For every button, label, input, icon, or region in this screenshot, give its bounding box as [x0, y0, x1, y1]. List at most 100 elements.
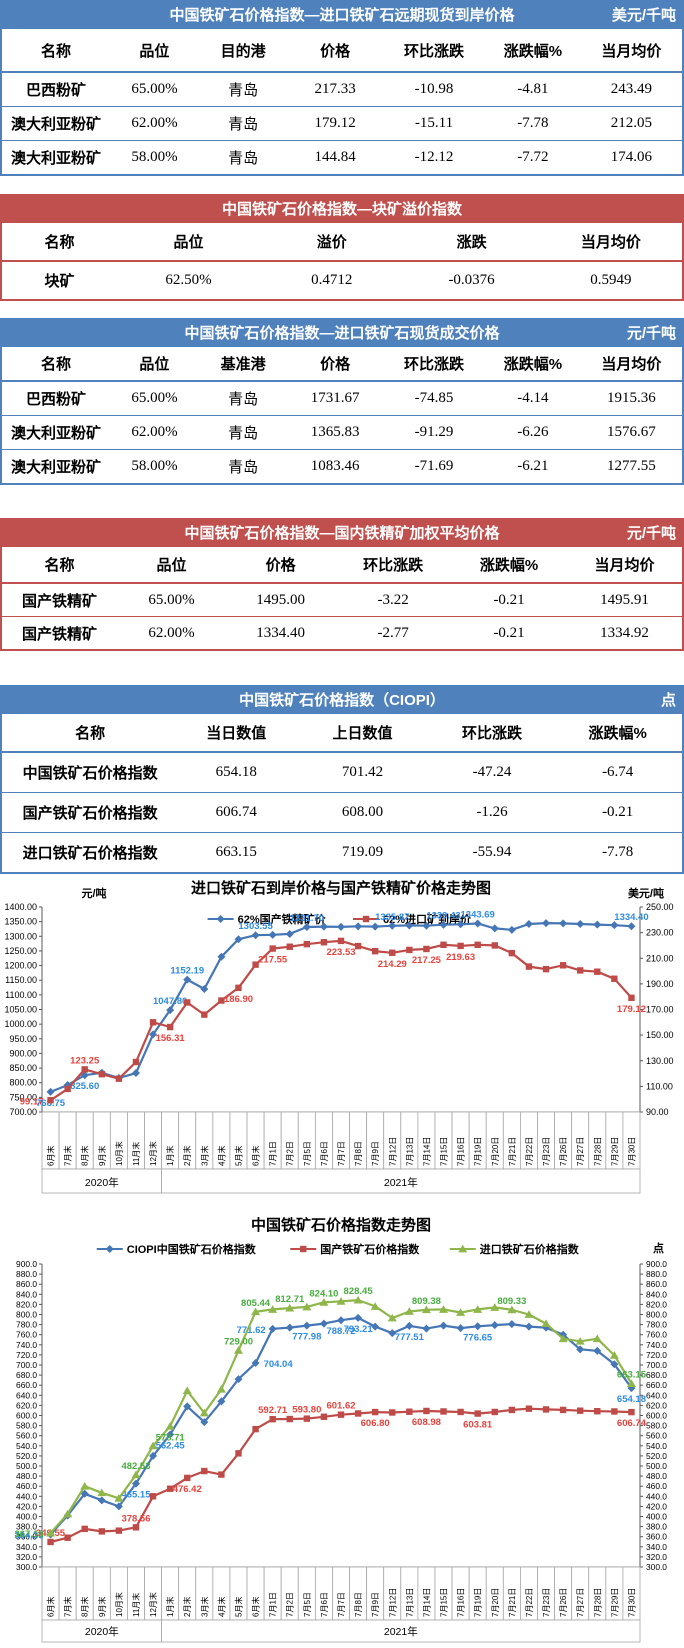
right-axis-tick: 500.0: [646, 1461, 667, 1471]
x-axis-category: 12月末: [148, 1141, 158, 1166]
data-table: 名称 品位 目的港 价格 环比涨跌 涨跌幅% 当月均价 巴西粉矿 65.00% 青岛 217.33 -…: [0, 29, 684, 176]
right-axis-tick: 560.0: [646, 1431, 667, 1441]
left-axis-tick: 1400.00: [4, 902, 37, 912]
x-axis-category: 7月22日: [525, 1137, 534, 1166]
left-axis-tick: 340.0: [16, 1542, 37, 1552]
x-axis-category: 7月28日: [593, 1137, 602, 1166]
data-label: 578.71: [156, 1432, 186, 1443]
column-header: 品位: [139, 42, 170, 60]
value-cell: -7.78: [517, 115, 549, 131]
left-axis-tick: 900.0: [16, 1259, 37, 1269]
left-axis-tick: 540.0: [16, 1441, 37, 1451]
data-label: 99.17: [20, 1096, 44, 1107]
data-label: 777.51: [395, 1332, 425, 1343]
left-axis-tick: 560.0: [16, 1431, 37, 1441]
value-cell: 青岛: [228, 426, 259, 442]
x-axis-category: 7月5日: [303, 1592, 312, 1617]
x-axis-category: 7月6日: [320, 1592, 329, 1617]
left-axis-tick: 880.0: [16, 1269, 37, 1279]
x-axis-category: 7月末: [63, 1597, 73, 1617]
x-axis-category: 7月2日: [286, 1592, 295, 1617]
year-group-label: 2021年: [384, 1625, 418, 1638]
data-table: 名称 品位 溢价 涨跌 当月均价 块矿 62.50% 0.4712 -0.0376 0.5949: [0, 223, 684, 301]
data-label: 179.12: [617, 1004, 646, 1015]
column-header: 当月均价: [601, 356, 662, 373]
column-header: 品位: [173, 234, 204, 251]
table-row: 澳大利亚粉矿 58.00% 青岛 1083.46 -71.69 -6.21 1277.55: [1, 450, 683, 485]
left-axis-tick: 600.0: [16, 1411, 37, 1421]
left-axis-tick: 640.0: [16, 1390, 37, 1400]
x-axis-category: 4月末: [216, 1146, 226, 1166]
x-axis-category: 7月26日: [559, 1588, 568, 1617]
column-header: 目的港: [220, 42, 266, 60]
left-axis-tick: 460.0: [16, 1481, 37, 1491]
data-label: 654.18: [617, 1394, 646, 1405]
right-axis-tick: 780.0: [646, 1320, 667, 1330]
data-label: 1047.80: [153, 996, 187, 1007]
column-header: 价格: [320, 356, 351, 373]
left-axis-tick: 780.0: [16, 1320, 37, 1330]
x-axis-category: 7月7日: [337, 1141, 346, 1166]
data-label: 1334.40: [614, 912, 648, 923]
value-cell: 58.00%: [131, 149, 178, 165]
right-axis-tick: 820.0: [646, 1299, 667, 1309]
x-axis-category: 7月9日: [371, 1141, 380, 1166]
x-axis-category: 7月27日: [576, 1137, 585, 1166]
column-header: 环比涨跌: [363, 557, 424, 574]
right-axis-tick: 720.0: [646, 1350, 667, 1360]
left-axis-tick: 1350.00: [4, 917, 37, 927]
data-label: 378.56: [121, 1513, 150, 1524]
x-axis-category: 5月末: [233, 1146, 243, 1166]
x-axis-category: 7月1日: [269, 1141, 278, 1166]
table-unit-label: 元/千吨: [626, 525, 676, 542]
left-axis-tick: 480.0: [16, 1471, 37, 1481]
column-header: 基准港: [220, 356, 266, 373]
chart-import-vs-domestic-price: 进口铁矿石到岸价格与国产铁精矿价格走势图 元/吨 美元/吨 62%国产铁精矿价 62%进…: [0, 877, 684, 1212]
table-title-bar: 中国铁矿石价格指数—国内铁精矿加权平均价格 元/千吨: [0, 518, 684, 547]
data-label: 603.81: [463, 1420, 493, 1431]
value-cell: 0.4712: [311, 272, 353, 288]
left-axis-tick: 1050.00: [4, 1005, 37, 1015]
right-axis-tick: 460.0: [646, 1481, 667, 1491]
right-axis-tick: 740.0: [646, 1340, 667, 1350]
right-axis-tick: 800.0: [646, 1310, 667, 1320]
column-header: 上日数值: [332, 725, 393, 742]
data-label: 729.00: [224, 1336, 253, 1347]
value-cell: -7.72: [517, 149, 549, 165]
table-title-bar: 中国铁矿石价格指数（CIOPI） 点: [0, 685, 684, 714]
x-axis-category: 7月15日: [440, 1137, 449, 1166]
left-axis-tick: 1300.00: [4, 931, 37, 941]
value-cell: 1083.46: [310, 458, 360, 474]
legend-label: CIOPI中国铁矿石价格指数: [127, 1242, 257, 1256]
left-axis-tick: 1250.00: [4, 946, 37, 956]
x-axis-category: 7月28日: [593, 1588, 602, 1617]
x-axis-category: 8月末: [80, 1597, 90, 1617]
data-label: 217.55: [258, 955, 288, 966]
left-axis-tick: 440.0: [16, 1491, 37, 1501]
left-axis-tick: 840.0: [16, 1289, 37, 1299]
left-axis-tick: 850.00: [9, 1063, 37, 1073]
x-axis-category: 7月29日: [610, 1588, 619, 1617]
x-axis-category: 7月13日: [405, 1137, 414, 1166]
column-header: 涨跌: [456, 234, 487, 251]
left-axis-tick: 420.0: [16, 1501, 37, 1511]
x-axis-category: 7月21日: [508, 1588, 517, 1617]
table-row: 巴西粉矿 65.00% 青岛 217.33 -10.98 -4.81 243.49: [1, 72, 683, 107]
value-cell: -4.81: [517, 81, 549, 97]
x-axis-category: 3月末: [199, 1146, 209, 1166]
value-cell: 青岛: [228, 460, 259, 476]
data-label: 771.62: [237, 1325, 266, 1336]
right-axis-tick: 300.0: [646, 1562, 667, 1572]
table-row: 国产铁精矿 65.00% 1495.00 -3.22 -0.21 1495.91: [1, 583, 683, 617]
left-axis-tick: 1000.00: [4, 1019, 37, 1029]
data-label: 214.29: [378, 959, 407, 970]
value-cell: -6.21: [517, 458, 549, 474]
x-axis-category: 7月8日: [354, 1141, 363, 1166]
x-axis-category: 7月6日: [320, 1141, 329, 1166]
x-axis-category: 7月8日: [354, 1592, 363, 1617]
x-axis-category: 7月15日: [440, 1588, 449, 1617]
value-cell: 1334.40: [256, 624, 305, 641]
table-header-row: 名称 当日数值 上日数值 环比涨跌 涨跌幅%: [1, 714, 683, 752]
table-lump-premium-index: 中国铁矿石价格指数—块矿溢价指数 名称 品位 溢价 涨跌 当月均价 块矿 62.50% 0.47…: [0, 194, 684, 301]
table-row: 国产铁精矿 62.00% 1334.40 -2.77 -0.21 1334.92: [1, 617, 683, 651]
